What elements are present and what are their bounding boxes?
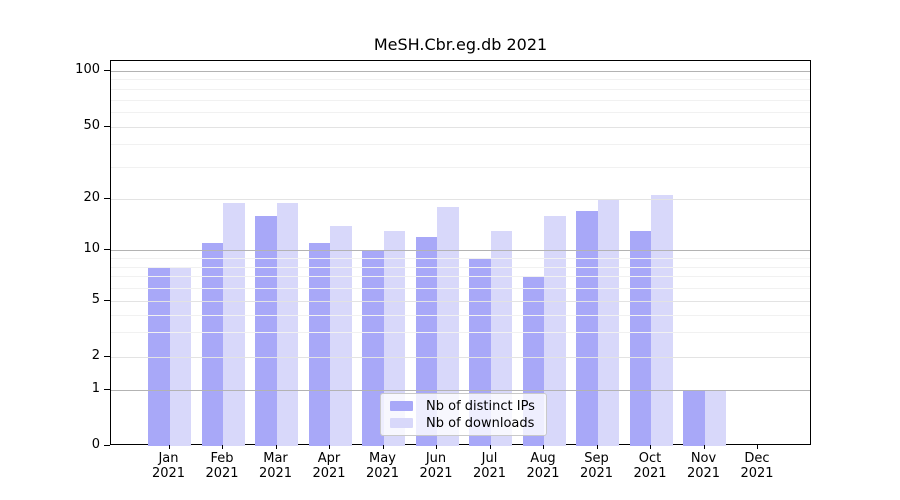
legend-item-downloads: Nb of downloads	[390, 415, 537, 432]
bar-downloads-jul	[490, 231, 512, 446]
x-tick-nov	[703, 445, 705, 449]
bar-distinct_ips-may	[362, 250, 384, 446]
gridline-y-9	[111, 258, 810, 259]
x-tick-feb	[222, 445, 223, 449]
bar-distinct_ips-oct	[629, 231, 651, 446]
x-tick-aug	[543, 445, 544, 449]
bar-downloads-mar	[276, 203, 298, 446]
gridline-y-3	[111, 332, 810, 334]
y-tick-label-50: 50	[83, 117, 100, 133]
bar-distinct_ips-nov	[683, 390, 705, 446]
legend-item-distinct-ips: Nb of distinct IPs	[390, 398, 537, 415]
y-tick-100	[104, 70, 110, 71]
gridline-y-5	[111, 301, 810, 302]
gridline-y-6	[111, 287, 810, 289]
gridline-y-30	[111, 167, 810, 169]
y-tick-20	[104, 198, 110, 200]
x-tick-label-aug: Aug 2021	[526, 451, 560, 481]
y-tick-label-0: 0	[91, 437, 100, 452]
x-tick-sep	[596, 445, 598, 449]
y-tick-50	[104, 125, 110, 127]
x-tick-label-jan: Jan 2021	[151, 451, 186, 481]
gridline-y-70	[111, 99, 810, 101]
x-tick-label-dec: Dec 2021	[740, 451, 774, 481]
gridline-y-20	[111, 199, 810, 201]
bar-distinct_ips-feb	[201, 243, 223, 446]
y-tick-1	[104, 389, 110, 390]
x-tick-oct	[650, 445, 651, 449]
x-tick-jun	[436, 445, 437, 449]
x-tick-label-jun: Jun 2021	[419, 451, 453, 481]
y-tick-label-5: 5	[91, 292, 100, 307]
x-tick-dec	[757, 445, 758, 449]
bar-downloads-oct	[651, 195, 673, 446]
legend: Nb of distinct IPs Nb of downloads	[380, 393, 547, 436]
gridline-y-7	[111, 276, 810, 278]
gridline-y-8	[111, 266, 810, 268]
legend-swatch-downloads	[390, 418, 413, 428]
bar-distinct_ips-apr	[308, 243, 330, 446]
gridline-y-4	[111, 314, 810, 316]
bar-downloads-may	[383, 231, 405, 446]
x-tick-label-may: May 2021	[365, 451, 400, 481]
bar-downloads-aug	[544, 215, 566, 446]
x-tick-label-sep: Sep 2021	[579, 451, 614, 481]
gridline-y-2	[111, 357, 810, 358]
gridline-y-40	[111, 144, 810, 146]
x-tick-label-apr: Apr 2021	[312, 451, 346, 481]
x-tick-jan	[168, 445, 170, 449]
bar-downloads-jan	[169, 266, 191, 446]
bar-distinct_ips-sep	[576, 211, 598, 446]
bar-downloads-nov	[704, 390, 726, 446]
y-tick-10	[104, 249, 110, 251]
gridline-y-1	[111, 390, 810, 391]
x-tick-label-jul: Jul 2021	[472, 451, 507, 481]
x-tick-label-nov: Nov 2021	[686, 451, 721, 481]
y-tick-label-20: 20	[83, 190, 100, 206]
x-tick-mar	[275, 445, 277, 449]
gridline-y-80	[111, 88, 810, 90]
y-tick-label-10: 10	[83, 241, 100, 257]
bar-distinct_ips-jan	[148, 266, 170, 446]
plot-area: Nb of distinct IPs Nb of downloads	[110, 60, 811, 446]
x-tick-label-oct: Oct 2021	[633, 451, 667, 481]
x-tick-jul	[489, 445, 491, 449]
gridline-y-90	[111, 79, 810, 81]
y-tick-label-100: 100	[75, 62, 100, 77]
gridline-y-100	[111, 71, 810, 72]
legend-label-downloads: Nb of downloads	[426, 415, 535, 431]
bar-downloads-feb	[223, 203, 245, 446]
x-tick-apr	[329, 445, 330, 449]
y-tick-5	[104, 300, 110, 301]
x-tick-may	[382, 445, 384, 449]
y-tick-2	[104, 356, 110, 357]
gridline-y-60	[111, 111, 810, 113]
gridline-y-50	[111, 126, 810, 128]
y-tick-label-1: 1	[91, 381, 100, 396]
y-tick-0	[104, 445, 110, 446]
x-tick-label-feb: Feb 2021	[205, 451, 239, 481]
gridline-y-10	[111, 250, 810, 252]
x-tick-label-mar: Mar 2021	[258, 451, 293, 481]
legend-swatch-distinct-ips	[390, 401, 413, 411]
legend-label-distinct-ips: Nb of distinct IPs	[426, 398, 535, 414]
bar-distinct_ips-mar	[255, 215, 277, 446]
chart-title: MeSH.Cbr.eg.db 2021	[373, 35, 548, 54]
bar-downloads-sep	[597, 199, 619, 446]
y-tick-label-2: 2	[91, 348, 100, 363]
